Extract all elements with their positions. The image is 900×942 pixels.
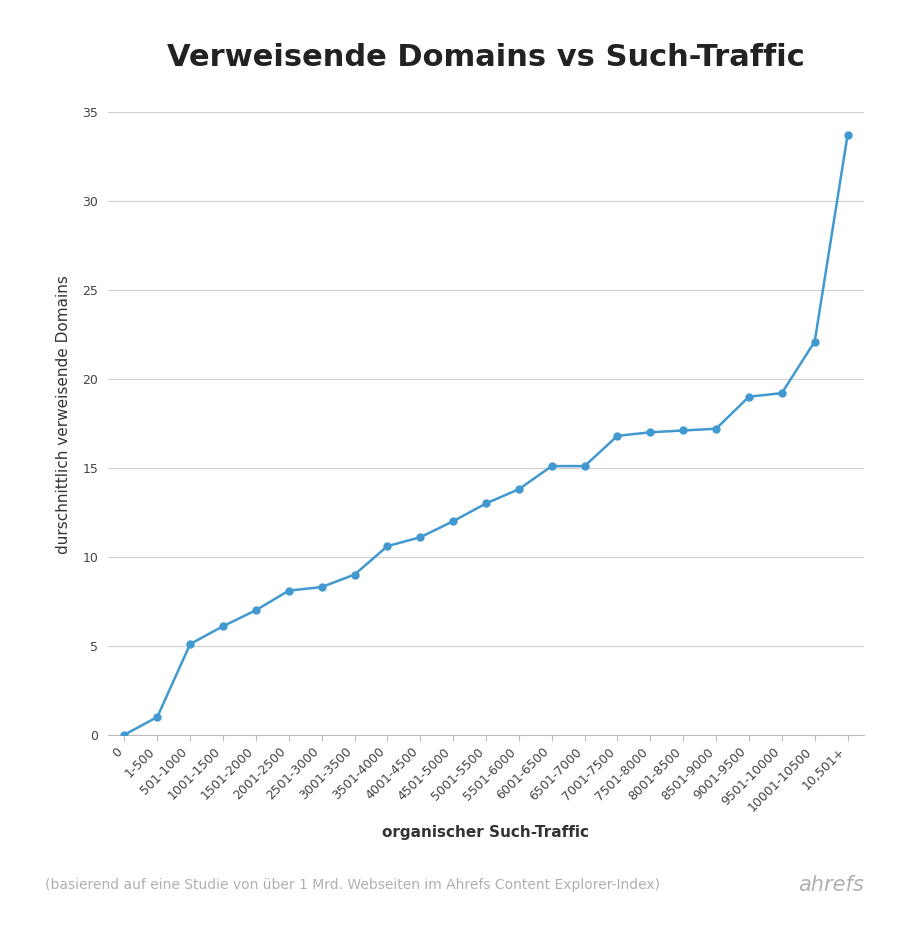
Text: (basierend auf eine Studie von über 1 Mrd. Webseiten im Ahrefs Content Explorer-: (basierend auf eine Studie von über 1 Mr… <box>45 879 660 892</box>
Y-axis label: durschnittlich verweisende Domains: durschnittlich verweisende Domains <box>57 275 71 554</box>
Title: Verweisende Domains vs Such-Traffic: Verweisende Domains vs Such-Traffic <box>167 43 805 73</box>
X-axis label: organischer Such-Traffic: organischer Such-Traffic <box>382 825 590 840</box>
Text: ahrefs: ahrefs <box>798 875 864 896</box>
